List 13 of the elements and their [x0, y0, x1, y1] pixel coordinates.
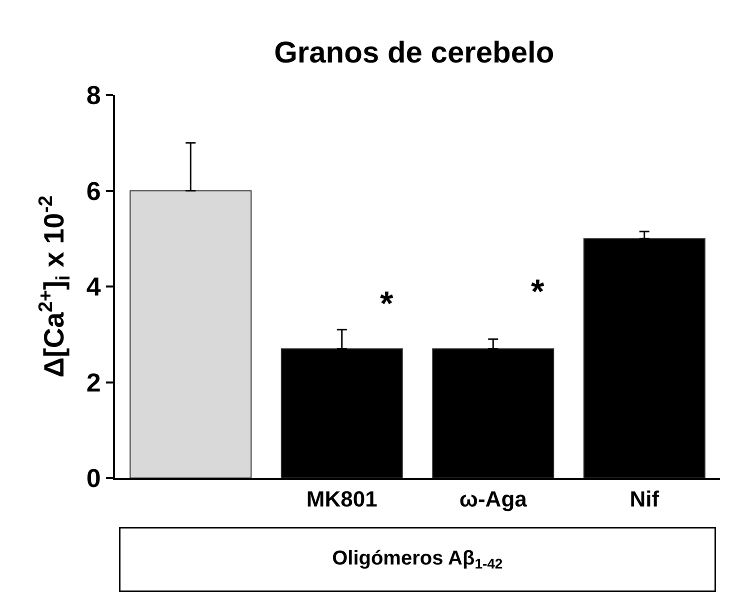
x-tick-label: Nif: [630, 486, 660, 512]
x-tick-label: ω-Aga: [459, 486, 528, 512]
y-tick-label: 4: [86, 272, 102, 302]
text: Oligómeros Aβ$_{1-42}$: [332, 547, 503, 572]
bar: [130, 190, 252, 478]
annotation: *: [531, 273, 545, 311]
y-tick-label: 6: [86, 176, 101, 206]
annotation: *: [380, 285, 394, 323]
x-tick-label: MK801: [306, 486, 378, 512]
y-tick-label: 0: [86, 463, 101, 494]
y-tick-label: 8: [86, 80, 101, 110]
y-tick-label: 2: [86, 367, 101, 398]
chart-title: Granos de cerebelo: [274, 36, 554, 70]
